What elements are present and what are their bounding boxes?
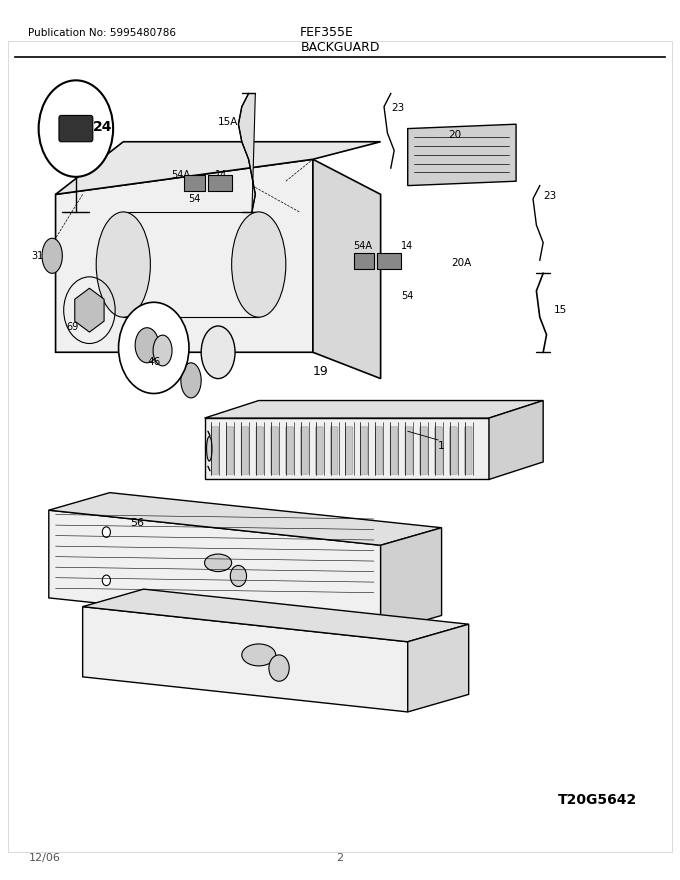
Polygon shape [408,124,516,186]
FancyBboxPatch shape [375,427,383,474]
Text: 54A: 54A [354,240,373,251]
Polygon shape [56,142,381,194]
Polygon shape [313,159,381,378]
Ellipse shape [207,436,212,461]
Polygon shape [239,93,256,212]
Circle shape [102,527,110,538]
Polygon shape [49,493,441,546]
FancyBboxPatch shape [360,427,368,474]
Text: 23: 23 [543,191,556,202]
Ellipse shape [201,326,235,378]
Text: BACKGUARD: BACKGUARD [301,40,379,54]
Text: 54A: 54A [171,171,190,180]
FancyBboxPatch shape [226,427,234,474]
Text: 24: 24 [92,120,112,134]
Text: 1: 1 [438,441,445,451]
FancyBboxPatch shape [184,175,205,191]
Text: 14: 14 [401,240,413,251]
FancyBboxPatch shape [345,427,353,474]
Text: Publication No: 5995480786: Publication No: 5995480786 [29,28,177,38]
Circle shape [269,655,289,681]
Polygon shape [205,418,489,480]
FancyBboxPatch shape [330,427,338,474]
Polygon shape [205,400,543,418]
Text: 56: 56 [130,518,144,528]
Text: 2: 2 [337,853,343,862]
Ellipse shape [153,335,172,366]
Text: 69: 69 [67,321,79,332]
FancyBboxPatch shape [464,427,472,474]
Text: T20G5642: T20G5642 [558,793,637,807]
FancyBboxPatch shape [208,175,232,191]
Polygon shape [56,159,313,352]
Ellipse shape [42,238,63,274]
Polygon shape [408,624,469,712]
Text: 54: 54 [188,194,201,204]
Ellipse shape [232,212,286,317]
Ellipse shape [133,321,181,383]
Ellipse shape [242,644,275,666]
FancyBboxPatch shape [435,427,442,474]
FancyBboxPatch shape [301,427,308,474]
Ellipse shape [143,334,171,370]
FancyBboxPatch shape [377,253,401,269]
Ellipse shape [205,554,232,572]
Text: 31: 31 [157,378,169,388]
FancyBboxPatch shape [449,427,457,474]
FancyBboxPatch shape [59,115,92,142]
FancyBboxPatch shape [286,427,293,474]
Circle shape [102,576,110,585]
Polygon shape [83,589,469,642]
Text: 20A: 20A [452,258,472,268]
FancyBboxPatch shape [241,427,249,474]
Text: 20: 20 [448,129,462,140]
Polygon shape [83,606,408,712]
Text: 23: 23 [391,104,404,114]
FancyBboxPatch shape [405,427,413,474]
Text: 14: 14 [216,171,228,180]
Text: 12/06: 12/06 [29,853,61,862]
Polygon shape [49,510,381,633]
Circle shape [118,302,189,393]
FancyBboxPatch shape [420,427,427,474]
FancyBboxPatch shape [256,427,263,474]
Circle shape [231,566,247,586]
Text: 15: 15 [554,305,566,315]
FancyBboxPatch shape [271,427,278,474]
Polygon shape [381,528,441,633]
FancyBboxPatch shape [354,253,374,269]
Ellipse shape [96,212,150,317]
Text: FEF355E: FEF355E [299,26,353,40]
FancyBboxPatch shape [316,427,323,474]
Text: 15A: 15A [218,117,239,128]
Text: 46: 46 [147,356,160,367]
Circle shape [39,80,113,177]
Text: 31: 31 [31,251,44,260]
Ellipse shape [181,363,201,398]
FancyBboxPatch shape [390,427,398,474]
Polygon shape [489,400,543,480]
FancyBboxPatch shape [211,427,219,474]
Text: 54: 54 [401,291,414,301]
Ellipse shape [135,327,159,363]
Text: 19: 19 [313,365,328,378]
